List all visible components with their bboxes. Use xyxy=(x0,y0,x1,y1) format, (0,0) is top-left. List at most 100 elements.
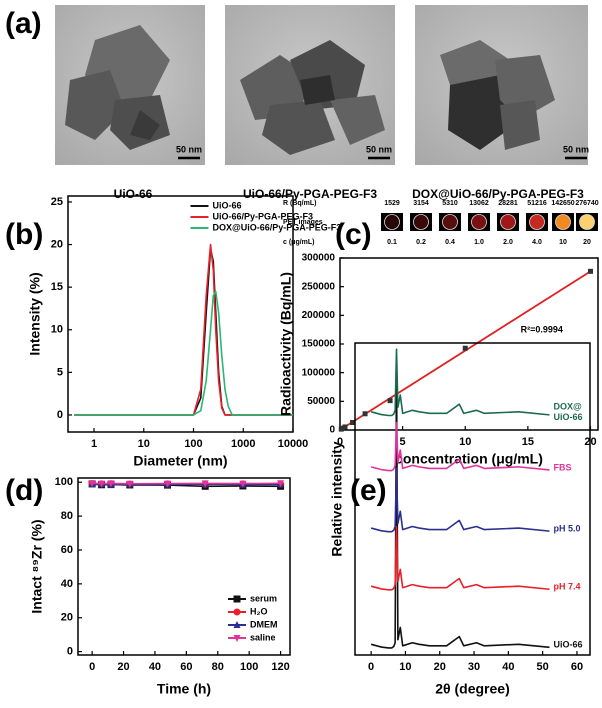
y-axis-label: Intensity (%) xyxy=(27,272,43,355)
panel-label: (b) xyxy=(5,218,43,251)
series-line xyxy=(74,290,293,416)
tem-image xyxy=(55,5,205,165)
series-label: UiO-66 xyxy=(554,640,583,650)
radioactivity-label: 276740 xyxy=(575,200,598,207)
scale-bar-label: 50 nm xyxy=(366,144,392,154)
y-tick-label: 150000 xyxy=(302,339,336,350)
y-tick-label: 0 xyxy=(329,425,335,436)
legend-marker xyxy=(233,595,241,603)
x-tick-label: 40 xyxy=(149,661,161,673)
x-tick-label: 0 xyxy=(337,436,343,448)
y-tick-label: 250000 xyxy=(302,281,336,292)
y-axis-label: Relative intensity xyxy=(329,441,345,556)
tem-image xyxy=(225,5,395,165)
legend-label: UiO-66 xyxy=(213,200,242,210)
panel-label: (a) xyxy=(5,7,42,40)
legend-marker xyxy=(233,635,241,642)
x-axis-label: Time (h) xyxy=(157,681,211,697)
row-label: R (Bq/mL) xyxy=(283,200,316,207)
x-axis-label: concentration (μg/mL) xyxy=(395,451,543,467)
pet-image xyxy=(413,214,429,230)
plot-frame xyxy=(77,477,291,656)
y-axis-label: Intact ⁸⁹Zr (%) xyxy=(29,519,45,613)
legend-label: DMEM xyxy=(250,619,278,629)
plot-frame xyxy=(354,342,591,656)
panel-label: (d) xyxy=(5,474,43,507)
x-tick-label: 1 xyxy=(91,438,97,450)
y-tick-label: 80 xyxy=(61,510,73,522)
x-tick-label: 120 xyxy=(271,661,289,673)
radioactivity-label: 3154 xyxy=(413,200,429,207)
y-tick-label: 10 xyxy=(51,324,63,336)
y-tick-label: 40 xyxy=(61,578,73,590)
y-tick-label: 200000 xyxy=(302,310,336,321)
image-caption: UiO-66/Py-PGA-PEG-F3 xyxy=(243,187,377,201)
radioactivity-label: 13062 xyxy=(469,200,489,207)
concentration-label: 2.0 xyxy=(503,239,513,246)
y-tick-label: 0 xyxy=(67,646,73,658)
data-point xyxy=(88,480,96,488)
x-tick-label: 60 xyxy=(180,661,192,673)
data-point xyxy=(164,480,172,488)
y-tick-label: 100 xyxy=(55,476,73,488)
y-tick-label: 20 xyxy=(51,238,63,250)
concentration-label: 0.4 xyxy=(445,239,455,246)
row-label: c (μg/mL) xyxy=(283,239,315,246)
pet-image xyxy=(579,214,595,230)
series-line xyxy=(92,482,281,485)
data-point xyxy=(98,480,106,488)
pet-image xyxy=(555,214,571,230)
x-tick-label: 10000 xyxy=(278,438,309,450)
panel-label: (c) xyxy=(335,218,372,251)
data-point xyxy=(462,345,468,351)
x-tick-label: 40 xyxy=(502,661,514,673)
data-point xyxy=(277,480,285,488)
legend-label: serum xyxy=(250,593,277,603)
series-line xyxy=(370,348,550,417)
x-tick-label: 80 xyxy=(212,661,224,673)
y-tick-label: 15 xyxy=(51,281,63,293)
data-point xyxy=(126,480,134,488)
scale-bar-label: 50 nm xyxy=(563,144,589,154)
row-label: PET images xyxy=(283,219,323,226)
legend-marker xyxy=(233,621,241,628)
x-tick-label: 20 xyxy=(117,661,129,673)
x-tick-label: 5 xyxy=(400,436,406,448)
series-line xyxy=(370,363,550,649)
x-tick-label: 60 xyxy=(571,661,583,673)
data-point xyxy=(340,425,346,431)
x-tick-label: 10 xyxy=(138,438,150,450)
y-tick-label: 0 xyxy=(57,409,63,421)
image-caption: UiO-66 xyxy=(114,187,153,201)
concentration-label: 4.0 xyxy=(532,239,542,246)
data-point xyxy=(387,398,393,404)
radioactivity-label: 28281 xyxy=(498,200,518,207)
concentration-label: 0.1 xyxy=(387,239,397,246)
legend-marker xyxy=(233,608,241,616)
y-tick-label: 300000 xyxy=(302,253,336,264)
series-line xyxy=(370,467,550,533)
series-label: pH 7.4 xyxy=(554,582,581,592)
data-point xyxy=(342,424,348,430)
scale-bar-label: 50 nm xyxy=(176,144,202,154)
plot-frame xyxy=(67,195,294,433)
x-axis-label: Diameter (nm) xyxy=(133,453,227,469)
radioactivity-label: 51216 xyxy=(527,200,547,207)
x-tick-label: 30 xyxy=(468,661,480,673)
pet-image xyxy=(500,214,516,230)
x-tick-label: 100 xyxy=(240,661,258,673)
radioactivity-label: 1529 xyxy=(384,200,400,207)
y-tick-label: 60 xyxy=(61,544,73,556)
image-caption: DOX@UiO-66/Py-PGA-PEG-F3 xyxy=(412,187,584,201)
x-tick-label: 0 xyxy=(368,661,374,673)
concentration-label: 0.2 xyxy=(416,239,426,246)
x-tick-label: 15 xyxy=(522,436,534,448)
x-tick-label: 100 xyxy=(184,438,202,450)
legend-label: saline xyxy=(250,632,276,642)
pet-image xyxy=(442,214,458,230)
y-tick-label: 5 xyxy=(57,366,63,378)
y-tick-label: 50000 xyxy=(307,396,335,407)
x-tick-label: 20 xyxy=(434,661,446,673)
pet-image xyxy=(384,214,400,230)
radioactivity-label: 142650 xyxy=(551,200,574,207)
